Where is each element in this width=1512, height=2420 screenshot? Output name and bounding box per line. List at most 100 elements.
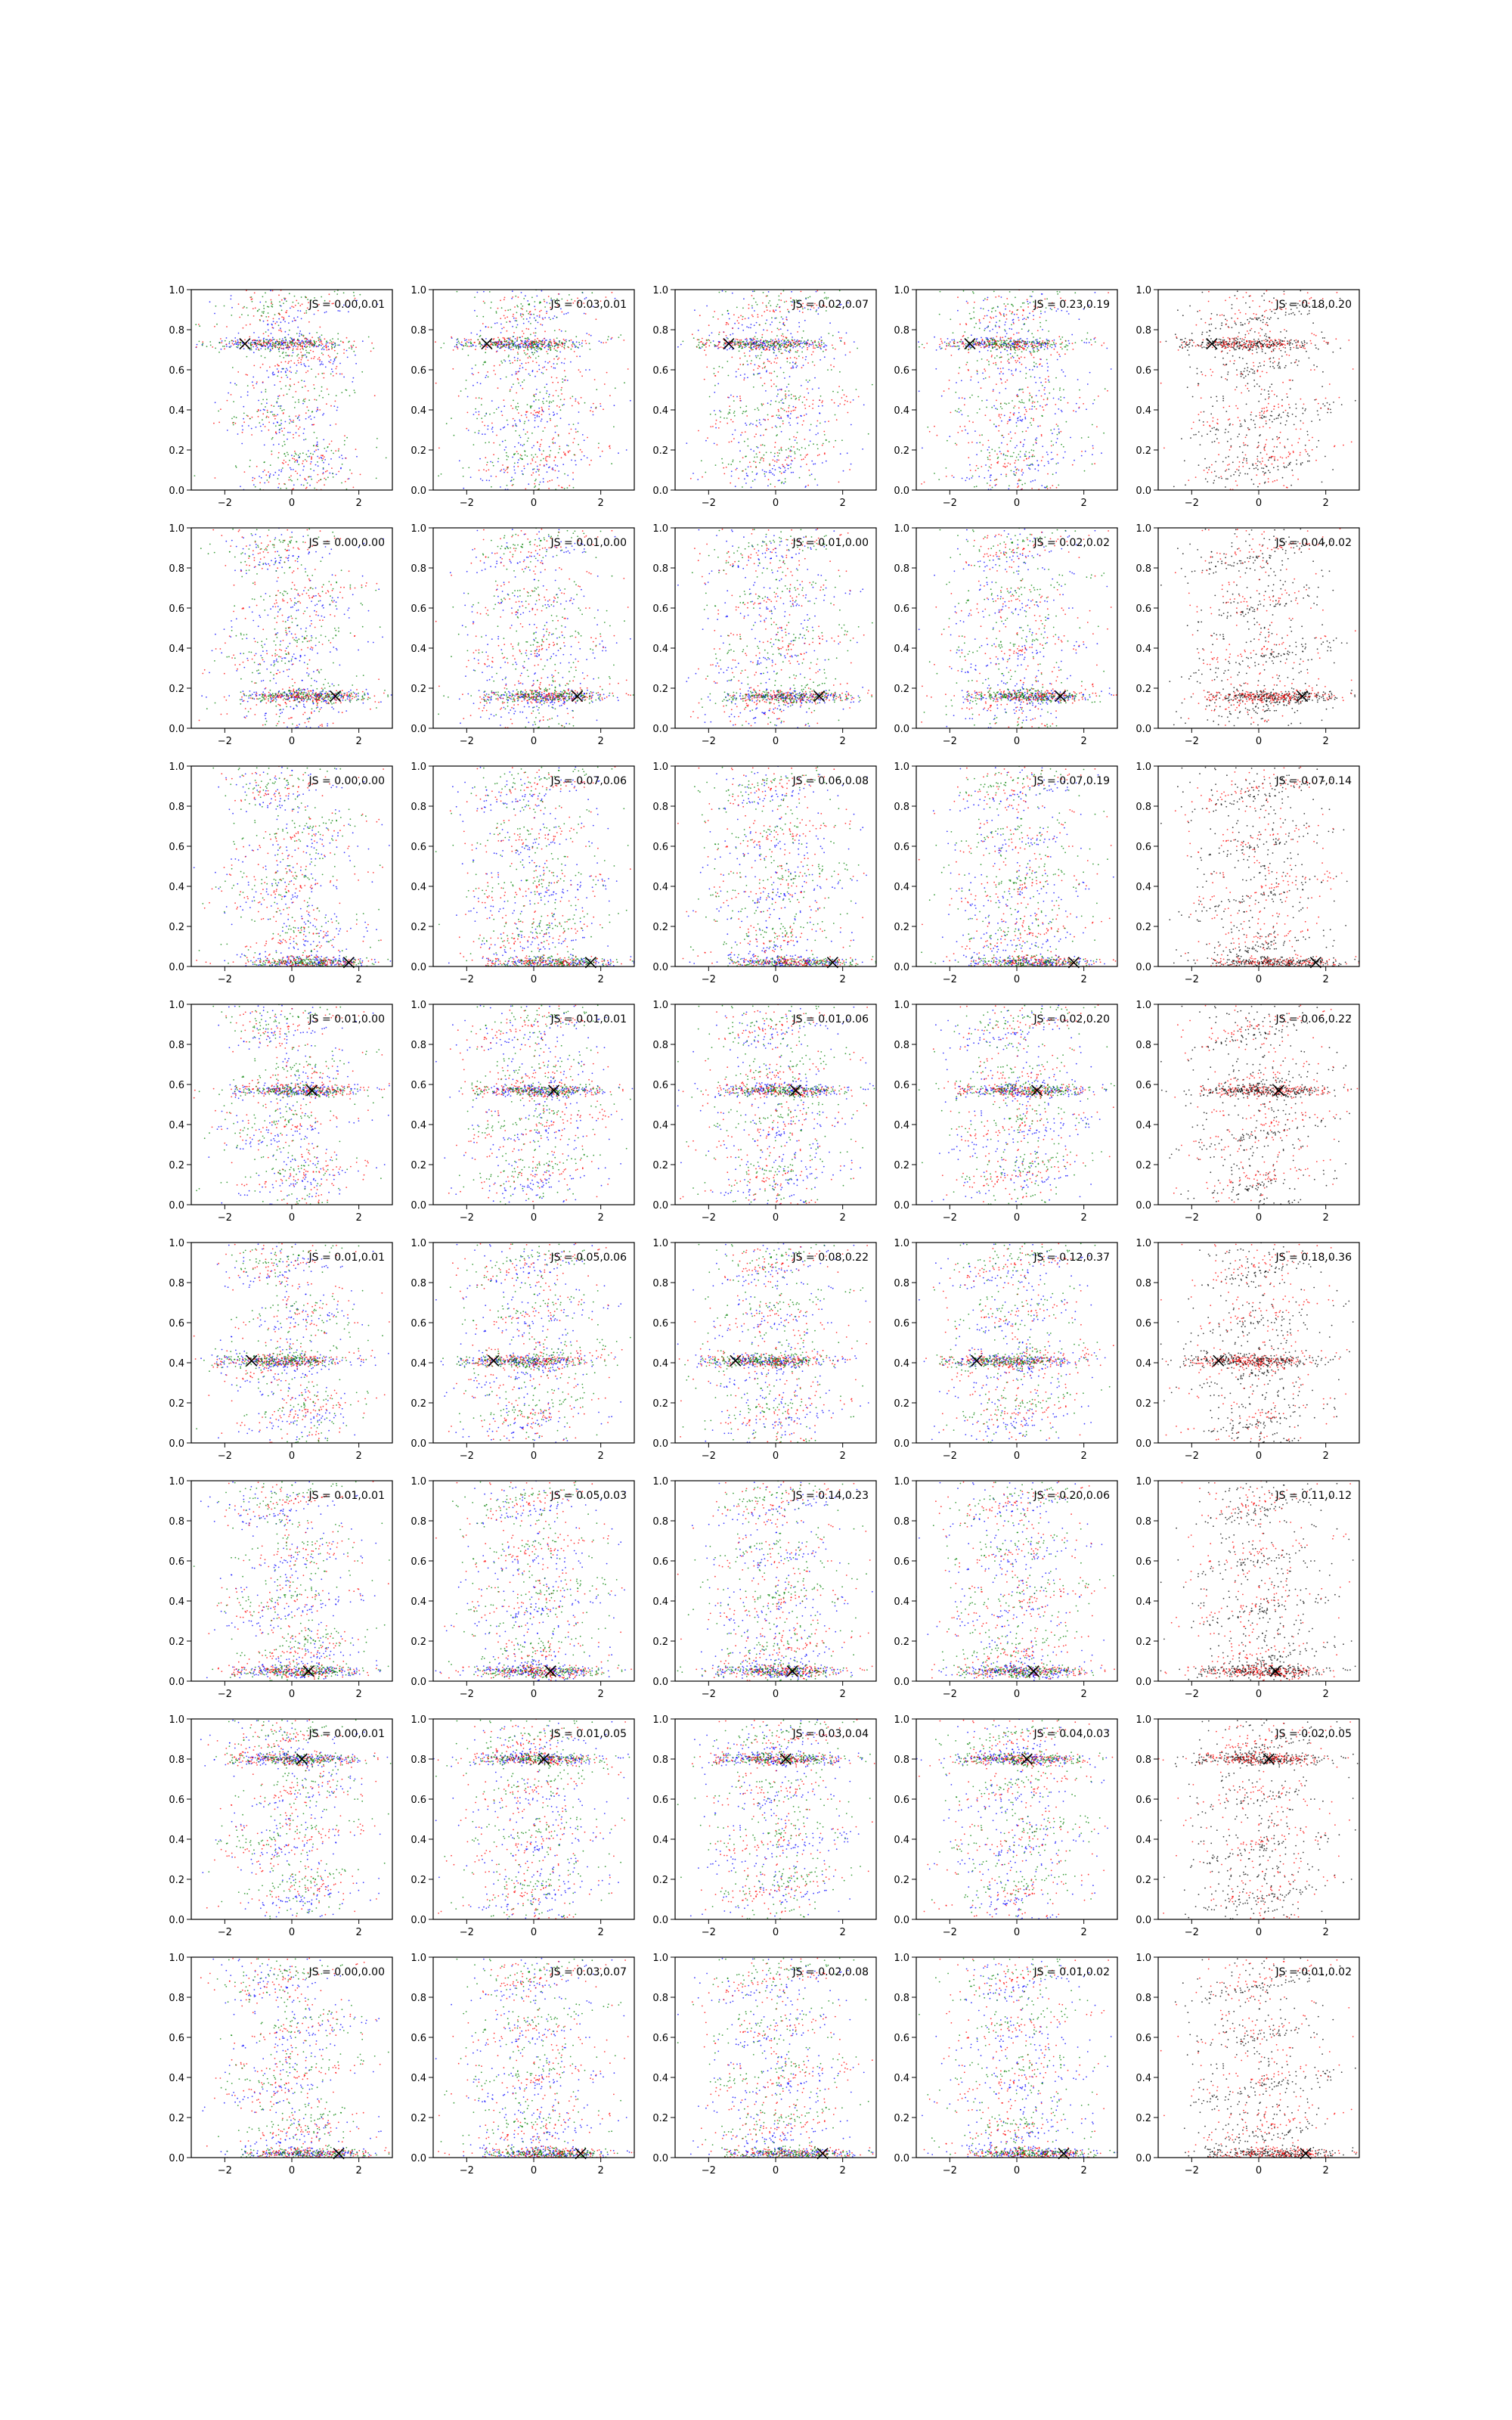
scatter-point [519,346,522,348]
scatter-point [809,296,811,298]
scatter-point [488,441,490,443]
scatter-point [1047,473,1049,475]
series-blue [451,290,631,490]
scatter-point [692,337,695,339]
scatter-point [302,469,304,471]
scatter-point [522,343,525,346]
scatter-point [516,327,517,328]
scatter-point [791,450,792,452]
scatter-point [1042,406,1043,408]
scatter-point [772,415,774,417]
scatter-point [546,390,548,392]
scatter-point [753,297,754,299]
scatter-point [591,292,593,294]
scatter-point [519,313,522,315]
scatter-point [430,483,432,485]
scatter-point [603,342,604,344]
scatter-point [747,438,749,440]
scatter-point [548,317,550,318]
scatter-point [552,442,554,443]
scatter-point [268,316,270,318]
scatter-point [800,342,801,344]
scatter-point [510,362,511,365]
scatter-point [496,322,498,324]
scatter-point [296,473,299,474]
scatter-point [1039,425,1041,427]
scatter-point [1033,419,1034,421]
scatter-point [812,343,814,345]
scatter-point [1056,454,1058,456]
scatter-point [485,470,488,472]
scatter-point [785,343,787,346]
scatter-point [997,456,999,458]
scatter-point [1011,344,1012,346]
scatter-point [1021,483,1024,486]
scatter-point [477,371,479,374]
scatter-point [785,316,788,318]
scatter-point [541,317,544,319]
scatter-point [785,396,787,398]
scatter-point [554,442,556,444]
scatter-point [1028,455,1030,458]
scatter-point [1058,336,1061,338]
scatter-point [919,346,920,348]
scatter-point [240,486,241,488]
scatter-point [520,292,522,293]
scatter-point [293,295,296,297]
scatter-point [329,361,331,364]
scatter-point [519,337,521,339]
scatter-point [998,424,1000,427]
scatter-point [808,469,810,471]
scatter-point [778,414,780,417]
scatter-point [744,318,746,320]
scatter-point [477,339,479,340]
scatter-point [1055,346,1056,348]
scatter-point [736,341,739,343]
scatter-point [751,314,753,316]
scatter-point [292,301,294,303]
scatter-point [810,354,813,355]
scatter-point [1088,304,1090,306]
scatter-point [302,346,304,348]
scatter-point [283,368,284,370]
scatter-point [698,344,699,346]
scatter-point [808,380,810,381]
scatter-point [501,414,503,417]
scatter-point [755,453,758,455]
scatter-point [312,424,314,426]
scatter-point [971,343,974,344]
scatter-point [214,325,215,327]
scatter-point [435,341,436,343]
scatter-point [438,447,440,449]
scatter-point [993,362,994,365]
scatter-point [618,452,619,455]
scatter-point [778,328,780,330]
scatter-point [1004,463,1005,465]
scatter-point [957,296,959,298]
scatter-point [779,417,781,420]
scatter-point [534,482,536,485]
scatter-point [972,343,974,346]
scatter-point [323,346,325,347]
scatter-point [484,415,486,417]
scatter-point [816,290,819,292]
scatter-point [539,391,541,393]
scatter-point [502,345,504,347]
scatter-point [1052,397,1055,399]
scatter-point [272,343,274,346]
x-tick-label: −2 [702,498,716,509]
scatter-point [1096,426,1098,428]
scatter-point [209,344,212,346]
scatter-point [536,343,538,345]
scatter-point [531,432,533,434]
scatter-point [491,343,493,345]
scatter-point [762,302,764,304]
scatter-point [329,342,331,344]
scatter-point [256,346,259,349]
scatter-point [843,394,845,396]
scatter-point [1060,297,1061,299]
scatter-point [1047,461,1049,463]
scatter-point [516,347,517,349]
scatter-point [745,340,748,343]
scatter-point [553,299,555,301]
